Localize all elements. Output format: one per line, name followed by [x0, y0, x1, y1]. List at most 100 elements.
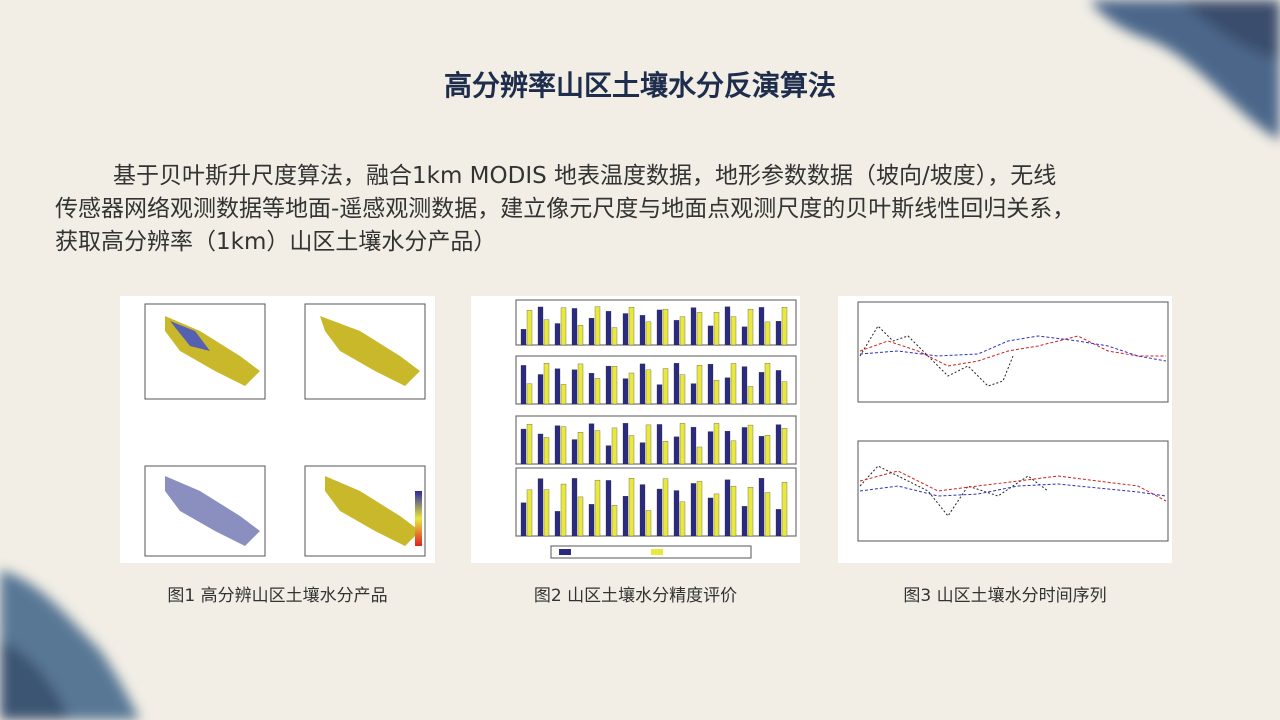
decor-bar [639, 484, 646, 537]
decor-bar [758, 307, 765, 346]
decor-bar [747, 386, 754, 405]
decor-bar [724, 479, 731, 537]
decor-bar [730, 440, 737, 465]
decor-bar [639, 315, 646, 346]
decor-bar [741, 326, 748, 346]
decor-bar [724, 377, 731, 405]
decor-bar [764, 363, 771, 405]
decor-bar [526, 310, 533, 346]
decor-bar [724, 430, 731, 465]
decor-bar [605, 311, 612, 346]
decor-bar [537, 306, 544, 346]
decor-bar [543, 319, 550, 346]
decor-bar [628, 372, 635, 405]
decor-bar [758, 478, 765, 537]
decor-bar [543, 489, 550, 537]
decor-bar [560, 426, 567, 465]
decor-bar [594, 378, 601, 405]
decor-bar [730, 485, 737, 537]
decor-bar [656, 488, 663, 537]
body-line: 获取高分辨率（1km）山区土壤水分产品） [55, 229, 497, 255]
decor-bar [605, 480, 612, 537]
decor-bar [577, 432, 584, 465]
decor-bar [628, 307, 635, 346]
figure-caption: 图1 高分辨山区土壤水分产品 [167, 586, 388, 606]
decor-bar [690, 383, 697, 405]
figure-caption: 图2 山区土壤水分精度评价 [533, 586, 738, 606]
decor-bar [764, 321, 771, 346]
decor-bar [713, 380, 720, 405]
decor-bar [594, 430, 601, 465]
decor-bar [662, 308, 669, 346]
decor-bar [673, 436, 680, 465]
decor-bar [543, 363, 550, 405]
decor-bar [662, 478, 669, 537]
decor-bar [656, 309, 663, 346]
decor-bar [622, 378, 629, 405]
decor-bar [730, 316, 737, 346]
decor-bar [775, 370, 782, 405]
decor-bar [679, 501, 686, 537]
decor-bar [713, 423, 720, 465]
body-line: 基于贝叶斯升尺度算法，融合1km MODIS 地表温度数据，地形参数数据（坡向/… [113, 163, 1057, 189]
decor-bar [741, 506, 748, 537]
slide-title: 高分辨率山区土壤水分反演算法 [443, 69, 836, 102]
decor-bar [537, 478, 544, 537]
decor-bar [730, 363, 737, 405]
decor-bar [588, 423, 595, 465]
decor-bar [758, 436, 765, 465]
decor-bar [696, 312, 703, 346]
decor-bar [622, 495, 629, 537]
figure-caption: 图3 山区土壤水分时间序列 [903, 586, 1107, 606]
decor-bar [673, 320, 680, 346]
decor-bar [662, 441, 669, 465]
decor-bar [520, 365, 527, 405]
decor-bar [781, 481, 788, 537]
body-line: 传感器网络观测数据等地面-遥感观测数据，建立像元尺度与地面点观测尺度的贝叶斯线性… [55, 196, 1076, 222]
decor-bar [588, 373, 595, 405]
decor-bar [707, 497, 714, 537]
decor-bar [526, 383, 533, 405]
decor-bar [645, 369, 652, 405]
decor-bar [554, 511, 561, 537]
decor-bar [571, 439, 578, 465]
decor-bar [560, 384, 567, 405]
decor-bar [673, 363, 680, 405]
decor-bar [781, 428, 788, 465]
decor-bar [679, 423, 686, 465]
decor-bar [577, 496, 584, 537]
decor-bar [577, 363, 584, 405]
decor-bar [741, 366, 748, 405]
decor-bar [560, 483, 567, 537]
decor-bar [611, 505, 618, 537]
decor-bar [679, 374, 686, 405]
decor-bar [611, 366, 618, 405]
decor-bar [537, 433, 544, 465]
decor-bar [679, 316, 686, 346]
decor-bar [628, 478, 635, 537]
decor-bar [520, 329, 527, 346]
decor-bar [571, 308, 578, 346]
decor-bar [713, 493, 720, 537]
figure-bars [471, 296, 800, 563]
decor-bar [781, 381, 788, 405]
decor-bar [775, 321, 782, 346]
decor-bar [696, 365, 703, 405]
decor-bar [611, 327, 618, 346]
decor-bar [662, 368, 669, 405]
decor-bar [673, 490, 680, 537]
figure-maps [120, 296, 435, 563]
decor-bar [537, 374, 544, 405]
decor-bar [577, 325, 584, 346]
decor-bar [758, 372, 765, 405]
decor-bar [611, 427, 618, 465]
decor-bar [656, 424, 663, 465]
decor-bar [622, 423, 629, 465]
decor-bar [588, 317, 595, 346]
decor-bar [554, 368, 561, 405]
decor-bar [747, 487, 754, 537]
decor-bar [707, 363, 714, 405]
decor-bar [713, 312, 720, 346]
